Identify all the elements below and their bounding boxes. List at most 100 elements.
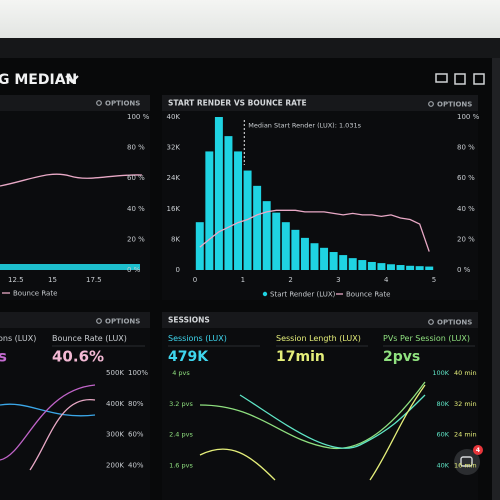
panel-header [0, 95, 150, 111]
options-button[interactable]: OPTIONS [105, 318, 140, 326]
y3-tick-label: 40 min [454, 369, 477, 377]
metric-label: PVs Per Session (LUX) [383, 334, 470, 343]
y-tick-label: 0 [176, 266, 180, 274]
options-icon [428, 101, 434, 107]
histogram-bar [243, 170, 252, 270]
y2-tick-label: 40 % [457, 205, 475, 213]
scrollbar [492, 58, 500, 500]
metric-value: 2pvs [383, 349, 420, 365]
histogram-bar [367, 261, 376, 270]
mini-line [199, 381, 426, 450]
x-tick-label: 1 [241, 276, 245, 284]
histogram-bar [348, 258, 357, 270]
y2-tick-label: 60% [128, 431, 144, 439]
chat-button[interactable] [454, 449, 480, 475]
histogram-bar [406, 265, 415, 270]
histogram-bar [300, 237, 309, 270]
histogram-bar [205, 151, 214, 270]
histogram-bar [281, 222, 290, 270]
options-button[interactable]: OPTIONS [105, 100, 140, 108]
panel-header [162, 95, 478, 111]
y2-tick-label: 80K [436, 400, 449, 408]
y-tick-label: 32K [167, 144, 181, 152]
y-tick-label: 1.6 pvs [169, 461, 193, 469]
mini-line [29, 399, 96, 471]
legend-label: Start Render (LUX) [270, 291, 336, 299]
x-tick-label: 2 [288, 276, 292, 284]
metric-value: s [0, 348, 7, 366]
histogram-bar [291, 229, 300, 270]
histogram-bar [214, 117, 223, 270]
legend-marker [262, 291, 268, 297]
histogram-bar [425, 266, 434, 270]
metric-value: 40.6% [52, 348, 104, 366]
metric-value: 479K [168, 349, 209, 365]
y2-tick-label: 20 % [457, 235, 475, 243]
panel-title: SESSIONS [168, 316, 210, 325]
y-tick-label: 24K [167, 174, 181, 182]
options-icon [428, 319, 434, 325]
y2-tick-label: 100 % [457, 113, 480, 121]
mini-line [0, 173, 143, 187]
histogram-bar [320, 247, 329, 270]
y-tick-label: 400K [106, 400, 124, 408]
y-tick-label: 3.2 pvs [169, 400, 193, 408]
y-tick-label: 4 pvs [172, 369, 190, 377]
background [0, 0, 500, 45]
y2-tick-label: 80 % [127, 144, 145, 152]
y2-tick-label: 40K [436, 461, 449, 469]
chart-title: START RENDER VS BOUNCE RATE [168, 99, 307, 108]
panel-header [162, 312, 478, 328]
mini-line [0, 403, 96, 417]
annotation: Median Start Render (LUX): 1.031s [248, 122, 361, 130]
histogram-bar [329, 252, 338, 270]
y-tick-label: 40K [167, 113, 181, 121]
image-icon[interactable] [454, 73, 466, 85]
x-tick-label: 15 [48, 276, 57, 284]
metric-label: ons (LUX) [0, 334, 36, 343]
y2-tick-label: 60 % [457, 174, 475, 182]
y2-tick-label: 100K [432, 369, 449, 377]
options-button[interactable]: OPTIONS [437, 319, 472, 327]
histogram-bar [310, 243, 319, 270]
options-button[interactable]: OPTIONS [437, 101, 472, 109]
histogram-bar [234, 151, 242, 270]
panel [162, 95, 478, 300]
metric-label: Session Length (LUX) [276, 334, 361, 343]
x-tick-label: 0 [193, 276, 197, 284]
y2-tick-label: 60K [436, 431, 449, 439]
y3-tick-label: 16 min [454, 461, 477, 469]
mini-line [369, 384, 426, 481]
y-tick-label: 16K [167, 205, 181, 213]
x-tick-label: 12.5 [8, 276, 24, 284]
histogram-bar [195, 222, 204, 270]
histogram-bar [272, 212, 281, 270]
y2-tick-label: 80 % [457, 144, 475, 152]
monitor-icon[interactable] [435, 73, 448, 83]
y2-tick-label: 80% [128, 400, 144, 408]
mini-line [199, 448, 276, 481]
y2-tick-label: 100 % [127, 113, 150, 121]
mini-line [0, 384, 96, 461]
x-tick-label: 3 [336, 276, 340, 284]
legend-label: Bounce Rate [13, 290, 57, 298]
y2-tick-label: 0 % [127, 266, 141, 274]
legend-label: Bounce Rate [346, 291, 390, 299]
histogram-bar [377, 263, 386, 270]
histogram-bar [387, 264, 395, 270]
x-tick-label: 5 [432, 276, 436, 284]
mini-bars [0, 264, 140, 270]
histogram-bar [358, 260, 367, 270]
dropdown-chevron[interactable] [65, 75, 79, 84]
chat-badge [473, 445, 483, 455]
y2-tick-label: 60 % [127, 174, 145, 182]
y-tick-label: 8K [171, 235, 180, 243]
y2-tick-label: 40 % [127, 205, 145, 213]
bounce-rate-line [199, 209, 430, 252]
y-tick-label: 500K [106, 369, 124, 377]
y3-tick-label: 24 min [454, 431, 477, 439]
histogram-bar [396, 265, 405, 270]
edit-icon[interactable] [473, 73, 485, 85]
y3-tick-label: 32 min [454, 400, 477, 408]
